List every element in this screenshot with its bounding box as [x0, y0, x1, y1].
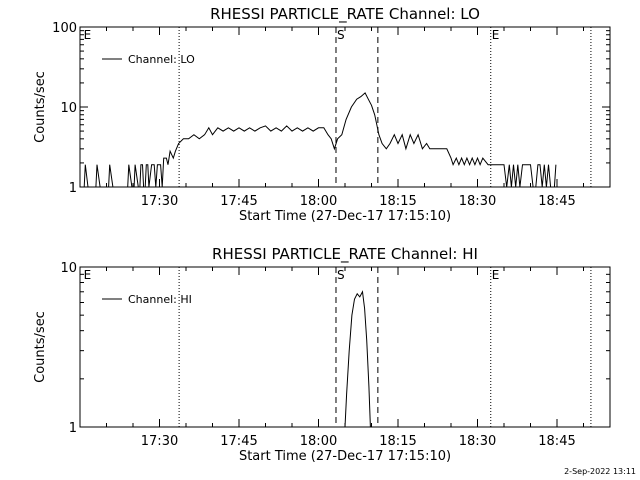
x-tick-label: 18:45 [538, 194, 575, 209]
x-tick-label: 18:15 [379, 194, 416, 209]
marker-label-e: E [84, 28, 92, 42]
x-tick-label: 17:30 [141, 434, 178, 449]
x-tick-label: 18:00 [300, 194, 337, 209]
panel-lo: RHESSI PARTICLE_RATE Channel: LO 17:30 17:… [33, 5, 611, 224]
y-tick-label: 1 [69, 181, 77, 196]
x-tick-label: 18:30 [459, 194, 496, 209]
plot-frame [79, 266, 611, 428]
x-tick-label: 18:00 [300, 434, 337, 449]
y-axis-label: Counts/sec [33, 71, 48, 143]
y-tick-label: 100 [52, 21, 77, 36]
marker-label-s: S [337, 268, 345, 282]
series-line [344, 290, 371, 428]
y-tick-label: 10 [60, 101, 77, 116]
legend-label: Channel: HI [128, 293, 192, 306]
y-axis-label: Counts/sec [33, 311, 48, 383]
marker-label-e: E [84, 268, 92, 282]
legend-label: Channel: LO [128, 53, 195, 66]
panel-hi: RHESSI PARTICLE_RATE Channel: HI 17:30 17:… [33, 245, 611, 464]
x-tick-label: 17:45 [220, 194, 257, 209]
x-tick-label: 18:30 [459, 434, 496, 449]
x-tick-label: 17:30 [141, 194, 178, 209]
marker-label-s: S [337, 28, 345, 42]
x-tick-label: 18:45 [538, 434, 575, 449]
plot-timestamp: 2-Sep-2022 13:11 [564, 467, 636, 476]
x-axis-label: Start Time (27-Dec-17 17:15:10) [239, 209, 451, 224]
series-line [80, 92, 557, 188]
plot-frame [79, 26, 611, 188]
marker-label-e: E [492, 28, 500, 42]
x-tick-label: 18:15 [379, 434, 416, 449]
y-tick-label: 10 [60, 261, 77, 276]
chart-title: RHESSI PARTICLE_RATE Channel: HI [212, 245, 478, 264]
y-tick-label: 1 [69, 421, 77, 436]
x-tick-label: 17:45 [220, 434, 257, 449]
marker-label-e: E [492, 268, 500, 282]
x-axis-label: Start Time (27-Dec-17 17:15:10) [239, 449, 451, 464]
chart-title: RHESSI PARTICLE_RATE Channel: LO [210, 5, 480, 24]
